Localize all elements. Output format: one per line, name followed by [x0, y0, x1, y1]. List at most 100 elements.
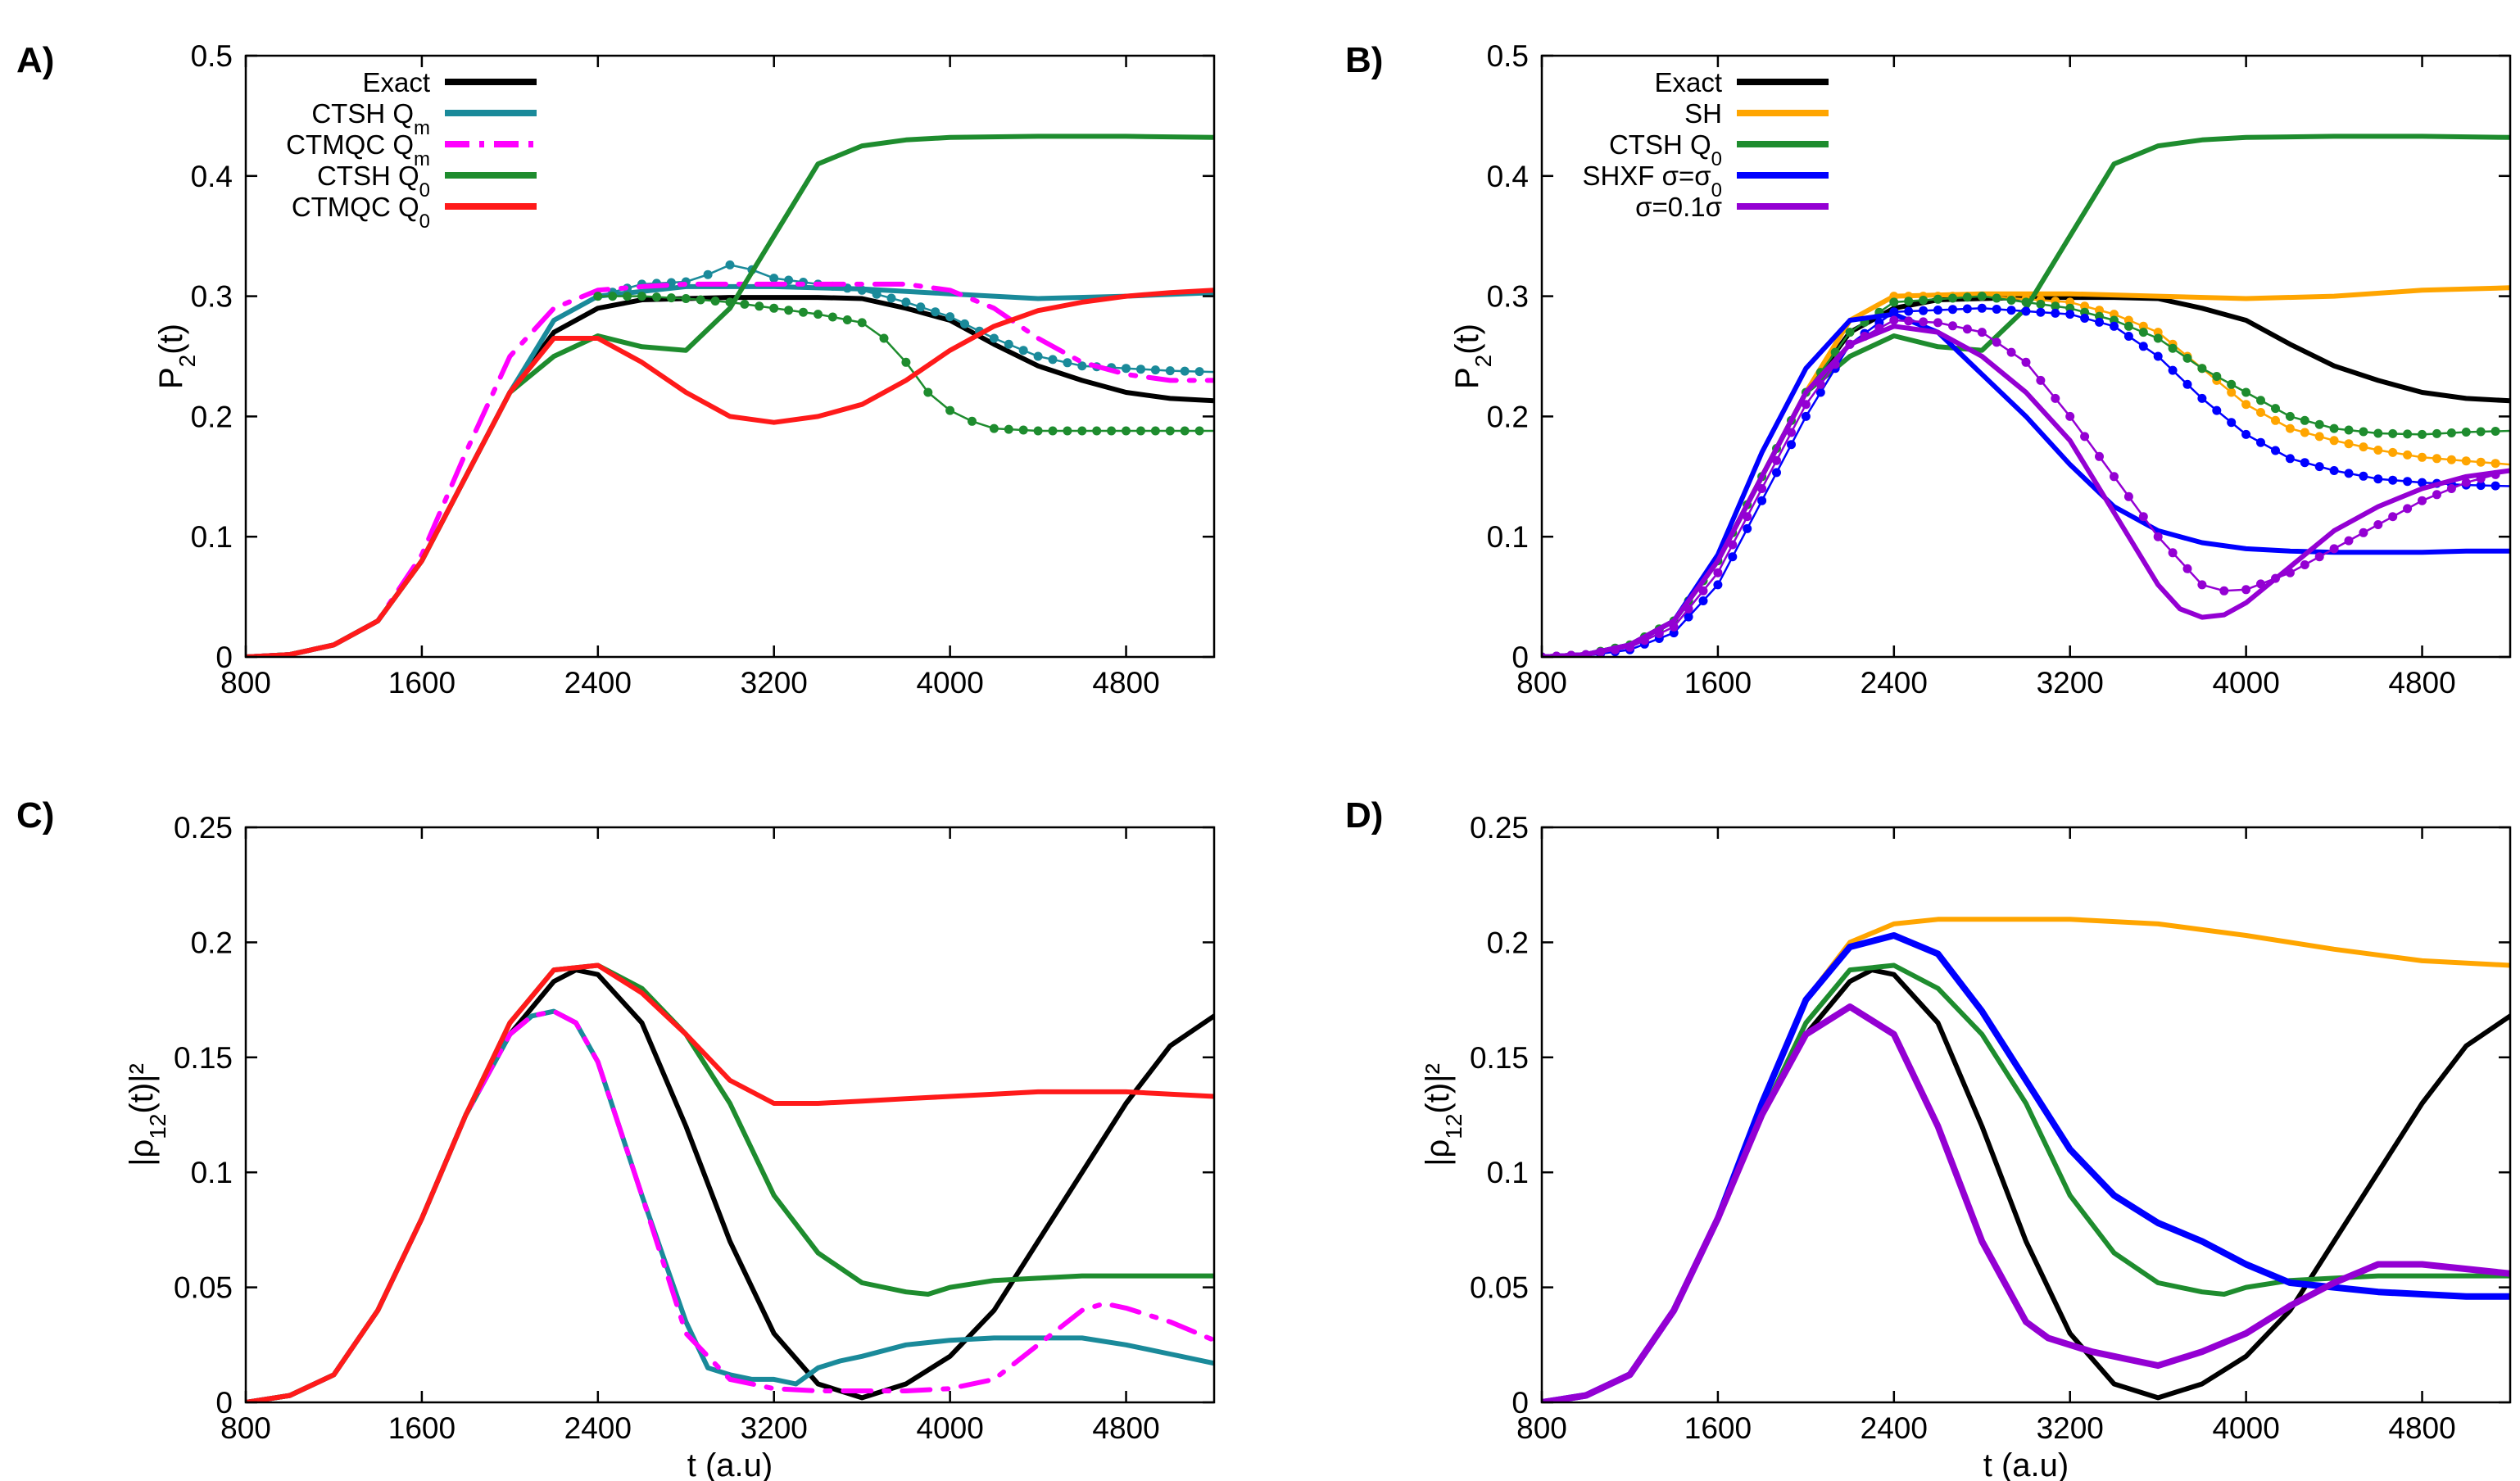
plot-area: [1542, 917, 2510, 1402]
y-tick-label: 0.1: [1487, 520, 1529, 554]
series-marker: [2418, 478, 2427, 487]
series-marker: [2359, 528, 2368, 537]
series-marker: [945, 312, 955, 322]
series-marker: [2388, 428, 2398, 438]
y-tick-label: 0.15: [1470, 1041, 1529, 1075]
series-marker: [1150, 365, 1160, 375]
series-marker: [1596, 647, 1606, 657]
y-tick-label: 0.4: [191, 160, 233, 193]
y-tick-label: 0.2: [1487, 400, 1529, 433]
series-marker: [696, 295, 705, 305]
y-tick-label: 0.25: [1470, 811, 1529, 845]
series-marker: [2476, 457, 2486, 467]
panel-label: D): [1345, 795, 1383, 836]
series-marker: [2271, 573, 2280, 583]
x-tick-label: 4000: [916, 1411, 983, 1445]
series-marker: [1801, 411, 1811, 421]
series-marker: [2344, 425, 2354, 435]
series-marker: [1713, 568, 1723, 577]
series-marker: [1919, 306, 1929, 315]
series-marker: [1048, 426, 1058, 436]
y-tick-label: 0.2: [191, 400, 233, 433]
series-marker: [2432, 428, 2441, 438]
y-tick-label: 0.05: [1470, 1271, 1529, 1305]
series-marker: [2051, 393, 2060, 403]
series-marker: [1165, 366, 1175, 376]
series-marker: [1639, 636, 1649, 645]
x-tick-label: 2400: [564, 666, 632, 700]
series-marker: [623, 292, 632, 301]
series-marker: [637, 292, 646, 301]
series-marker: [1194, 426, 1204, 436]
series-marker: [1077, 361, 1087, 371]
series-marker: [2110, 321, 2119, 331]
series-marker: [1962, 304, 1972, 314]
series-marker: [2080, 432, 2090, 442]
series-marker: [1787, 428, 1796, 437]
series-marker: [1122, 364, 1131, 374]
y-tick-label: 0.5: [191, 39, 233, 73]
series-marker: [2036, 307, 2046, 317]
y-tick-label: 0.1: [191, 1156, 233, 1189]
series-marker: [1948, 305, 1957, 315]
series-marker: [703, 269, 713, 279]
series-marker: [725, 297, 735, 307]
legend-label: CTMQC Q0: [292, 192, 430, 233]
series-marker: [2300, 428, 2309, 437]
series-marker: [2110, 472, 2119, 482]
series-marker: [1566, 650, 1576, 657]
series-marker: [2403, 504, 2413, 514]
series-marker: [2446, 428, 2456, 437]
series-marker: [1180, 426, 1190, 436]
series-line-sh: [1542, 917, 2510, 1402]
series-marker: [2314, 432, 2324, 442]
series-marker: [2065, 310, 2075, 319]
series-marker: [1077, 426, 1087, 436]
series-marker: [2182, 353, 2192, 363]
series-marker: [2051, 308, 2060, 318]
series-marker: [901, 357, 911, 367]
plot-frame: [1540, 826, 2512, 1404]
series-marker: [2227, 418, 2237, 428]
series-line-exact: [1542, 967, 2510, 1402]
series-marker: [2432, 454, 2441, 464]
series-marker: [2476, 473, 2486, 483]
series-marker: [1904, 297, 1914, 306]
series-marker: [1684, 604, 1693, 614]
series-marker: [593, 292, 603, 301]
series-marker: [2285, 568, 2295, 577]
series-line-sigma-0-1: [1542, 324, 2510, 657]
legend-label: Exact: [1654, 67, 1722, 97]
series-marker: [945, 405, 955, 415]
series-marker: [2461, 478, 2471, 487]
series-marker: [1933, 306, 1942, 315]
series-marker: [1136, 365, 1145, 374]
x-tick-label: 800: [220, 1411, 271, 1445]
series-marker: [1801, 400, 1811, 410]
series-marker: [681, 294, 691, 303]
series-marker: [1904, 306, 1914, 316]
series-marker: [1033, 426, 1043, 436]
y-tick-label: 0: [215, 641, 233, 674]
series-marker: [923, 387, 933, 397]
series-marker: [872, 289, 882, 299]
series-marker: [2123, 321, 2133, 331]
plot-frame: [1540, 54, 2512, 659]
series-marker: [2256, 579, 2265, 589]
series-marker: [2006, 296, 2016, 305]
series-marker: [2388, 512, 2398, 522]
series-marker: [1757, 484, 1767, 493]
series-marker: [2403, 477, 2413, 487]
series-marker: [2036, 299, 2046, 309]
series-marker: [1772, 468, 1781, 478]
y-tick-label: 0.5: [1487, 39, 1529, 73]
series-marker: [2271, 415, 2280, 425]
series-line-ctsh-qm: [246, 1008, 1214, 1402]
series-marker: [2241, 387, 2251, 397]
series-marker: [886, 293, 896, 303]
y-axis-title: P2(t): [1449, 324, 1496, 389]
series-marker: [2418, 452, 2427, 462]
x-tick-label: 4800: [1092, 666, 1159, 700]
